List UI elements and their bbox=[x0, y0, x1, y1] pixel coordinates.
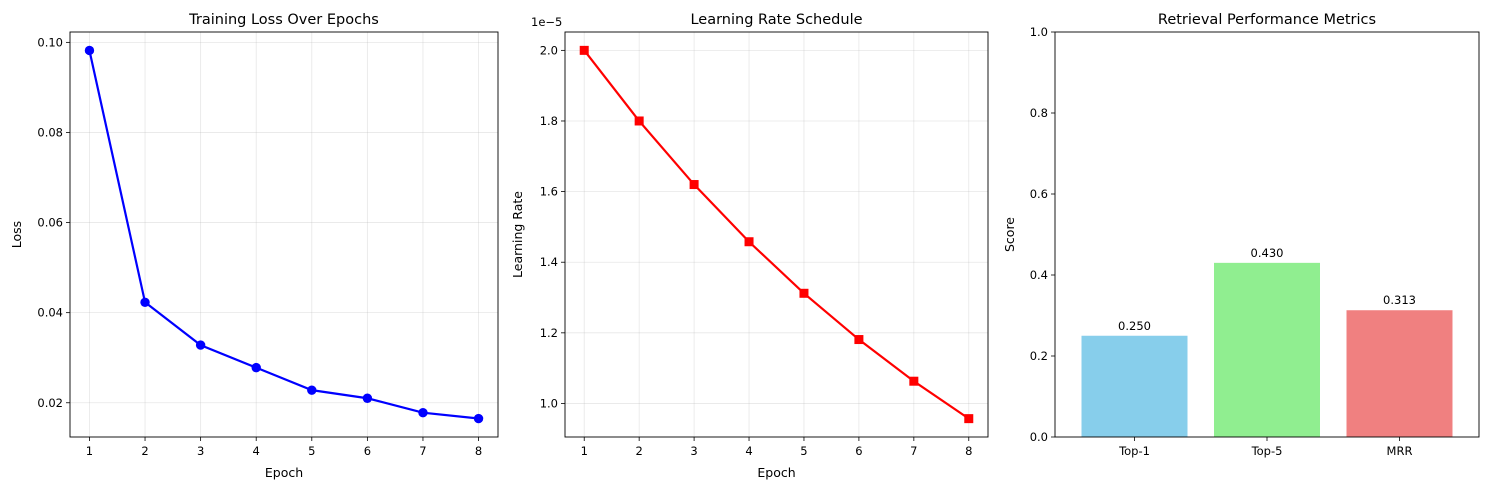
lr-y-tick-label: 1.6 bbox=[540, 185, 558, 199]
metrics-bar bbox=[1346, 310, 1453, 437]
loss-data-point bbox=[251, 362, 261, 373]
loss-series bbox=[84, 45, 484, 424]
metrics-axes-frame bbox=[1054, 31, 1480, 438]
lr-series-line bbox=[583, 49, 970, 420]
metrics-bar-value-label: 0.250 bbox=[1118, 319, 1151, 333]
lr-y-tick-label: 2.0 bbox=[540, 43, 558, 57]
metrics-y-tick-label: 0.0 bbox=[1030, 430, 1048, 444]
lr-data-point bbox=[909, 376, 919, 386]
loss-x-tick-label: 7 bbox=[419, 444, 426, 458]
loss-y-axis-label: Loss bbox=[9, 221, 24, 248]
metrics-bars: 0.250 0.430 0.313 bbox=[1081, 246, 1453, 437]
lr-data-point bbox=[579, 45, 589, 55]
loss-data-point bbox=[140, 297, 150, 308]
loss-data-point bbox=[418, 407, 428, 418]
lr-data-point bbox=[854, 335, 864, 345]
loss-data-point bbox=[473, 413, 484, 424]
loss-ticks: 1 2 3 4 5 6 7 8 0.02 0.04 0.06 0.08 0.10 bbox=[37, 35, 482, 458]
metrics-category-label: MRR bbox=[1387, 444, 1413, 458]
lr-ticks: 1 2 3 4 5 6 7 8 1.0 1.2 1.4 1.6 1.8 2.0 bbox=[540, 43, 973, 458]
lr-data-point bbox=[689, 180, 699, 190]
lr-y-tick-label: 1.8 bbox=[540, 114, 558, 128]
metrics-y-axis-label: Score bbox=[1002, 217, 1017, 252]
loss-data-point bbox=[84, 45, 95, 56]
lr-data-point bbox=[964, 414, 974, 424]
metrics-y-tick-label: 0.4 bbox=[1030, 268, 1048, 282]
loss-series-line bbox=[88, 50, 479, 420]
loss-x-tick-label: 3 bbox=[197, 444, 204, 458]
lr-x-tick-label: 3 bbox=[690, 444, 697, 458]
lr-data-point bbox=[744, 237, 754, 247]
lr-y-tick-label: 1.2 bbox=[540, 326, 558, 340]
lr-series bbox=[579, 45, 974, 424]
lr-y-tick-label: 1.0 bbox=[540, 396, 558, 410]
loss-axes-frame bbox=[69, 31, 499, 438]
metrics-bar-value-label: 0.313 bbox=[1383, 293, 1416, 307]
lr-x-tick-label: 5 bbox=[800, 444, 807, 458]
metrics-category-label: Top-5 bbox=[1251, 444, 1283, 458]
lr-x-tick-label: 8 bbox=[965, 444, 972, 458]
loss-x-tick-label: 6 bbox=[364, 444, 371, 458]
lr-axes-frame bbox=[564, 31, 989, 438]
loss-x-tick-label: 1 bbox=[86, 444, 93, 458]
loss-chart-panel: 1 2 3 4 5 6 7 8 0.02 0.04 0.06 0.08 0.10 Training Lo… bbox=[9, 12, 499, 480]
loss-data-point bbox=[195, 340, 206, 350]
loss-y-tick-label: 0.04 bbox=[37, 306, 63, 320]
lr-x-tick-label: 6 bbox=[855, 444, 862, 458]
loss-x-tick-label: 5 bbox=[308, 444, 315, 458]
metrics-category-label: Top-1 bbox=[1118, 444, 1150, 458]
lr-x-tick-label: 1 bbox=[581, 444, 588, 458]
lr-chart-title: Learning Rate Schedule bbox=[690, 12, 862, 28]
lr-x-tick-label: 2 bbox=[635, 444, 642, 458]
metrics-y-tick-label: 0.2 bbox=[1030, 349, 1048, 363]
metrics-chart-title: Retrieval Performance Metrics bbox=[1158, 12, 1376, 28]
loss-x-tick-label: 2 bbox=[141, 444, 148, 458]
metrics-bar bbox=[1081, 335, 1188, 437]
metrics-ticks: 0.0 0.2 0.4 0.6 0.8 1.0 Top-1 Top-5 MRR bbox=[1030, 25, 1413, 458]
lr-x-tick-label: 7 bbox=[910, 444, 917, 458]
metrics-y-tick-label: 0.6 bbox=[1030, 187, 1048, 201]
loss-y-tick-label: 0.06 bbox=[37, 216, 63, 230]
lr-x-axis-label: Epoch bbox=[757, 465, 795, 480]
loss-data-point bbox=[362, 393, 373, 403]
metrics-bar-value-label: 0.430 bbox=[1251, 246, 1284, 260]
lr-gridlines bbox=[565, 32, 988, 437]
loss-x-tick-label: 8 bbox=[475, 444, 482, 458]
loss-x-axis-label: Epoch bbox=[265, 465, 303, 480]
loss-y-tick-label: 0.08 bbox=[37, 125, 63, 139]
lr-data-point bbox=[634, 116, 644, 126]
loss-x-tick-label: 4 bbox=[253, 444, 260, 458]
metrics-bar bbox=[1214, 262, 1320, 437]
lr-chart-panel: 1 2 3 4 5 6 7 8 1.0 1.2 1.4 1.6 1.8 2.0 Learning Rate… bbox=[510, 12, 989, 480]
loss-y-tick-label: 0.10 bbox=[37, 35, 63, 49]
metrics-y-tick-label: 1.0 bbox=[1030, 25, 1048, 39]
lr-y-tick-label: 1.4 bbox=[540, 255, 558, 269]
lr-y-multiplier-label: 1e−5 bbox=[531, 15, 562, 29]
lr-y-axis-label: Learning Rate bbox=[510, 191, 525, 278]
loss-chart-title: Training Loss Over Epochs bbox=[188, 12, 379, 28]
lr-x-tick-label: 4 bbox=[745, 444, 752, 458]
metrics-chart-panel: 0.0 0.2 0.4 0.6 0.8 1.0 Top-1 Top-5 MRR 0.250 0.4… bbox=[1002, 12, 1480, 458]
loss-gridlines bbox=[70, 32, 498, 437]
loss-data-point bbox=[307, 385, 317, 395]
loss-y-tick-label: 0.02 bbox=[37, 396, 63, 410]
metrics-y-tick-label: 0.8 bbox=[1030, 106, 1048, 120]
lr-data-point bbox=[799, 288, 809, 298]
